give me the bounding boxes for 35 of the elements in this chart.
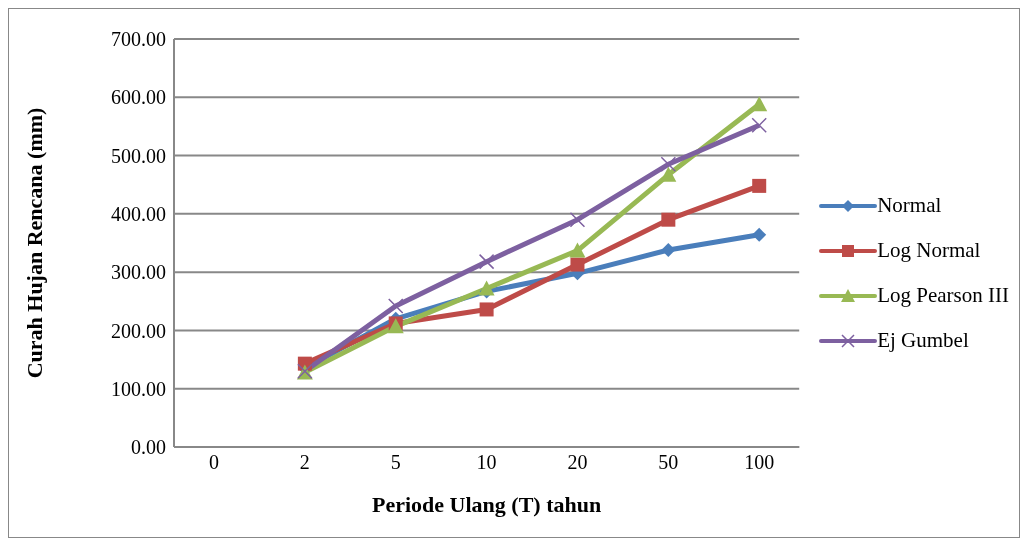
point [752, 227, 767, 242]
x-tick-label: 5 [390, 451, 401, 474]
x-tick-label: 0 [209, 451, 219, 474]
x-tick-label: 10 [476, 451, 497, 474]
point [661, 212, 676, 227]
x-axis-title: Periode Ulang (T) tahun [372, 492, 602, 517]
point [387, 298, 404, 314]
point [661, 242, 676, 257]
point [751, 117, 767, 134]
point [478, 280, 495, 296]
x-tick-label: 50 [658, 451, 679, 474]
y-axis-title: Curah Hujan Rencana (mm) [21, 107, 47, 379]
point [569, 242, 586, 258]
y-tick-label: 600.00 [111, 86, 166, 109]
point [478, 253, 495, 270]
y-tick-label: 700.00 [111, 28, 166, 51]
y-tick-label: 0.00 [131, 436, 166, 459]
legend-label: Log Pearson III [877, 283, 1009, 308]
point [569, 211, 586, 228]
y-tick-label: 500.00 [111, 144, 166, 167]
point [660, 156, 677, 173]
legend-label: Normal [877, 193, 942, 218]
legend-label: Log Normal [877, 238, 981, 263]
y-tick-label: 300.00 [111, 261, 166, 284]
x-tick-label: 2 [299, 451, 310, 474]
x-tick-label: 20 [567, 451, 588, 474]
point [751, 96, 768, 112]
y-tick-label: 100.00 [111, 377, 166, 400]
point [570, 257, 585, 272]
y-tick-label: 400.00 [111, 202, 166, 225]
y-tick-label: 200.00 [111, 319, 166, 342]
point [752, 178, 767, 193]
legend-label: Ej Gumbel [877, 328, 969, 353]
x-tick-label: 100 [744, 451, 775, 474]
point [479, 302, 494, 317]
